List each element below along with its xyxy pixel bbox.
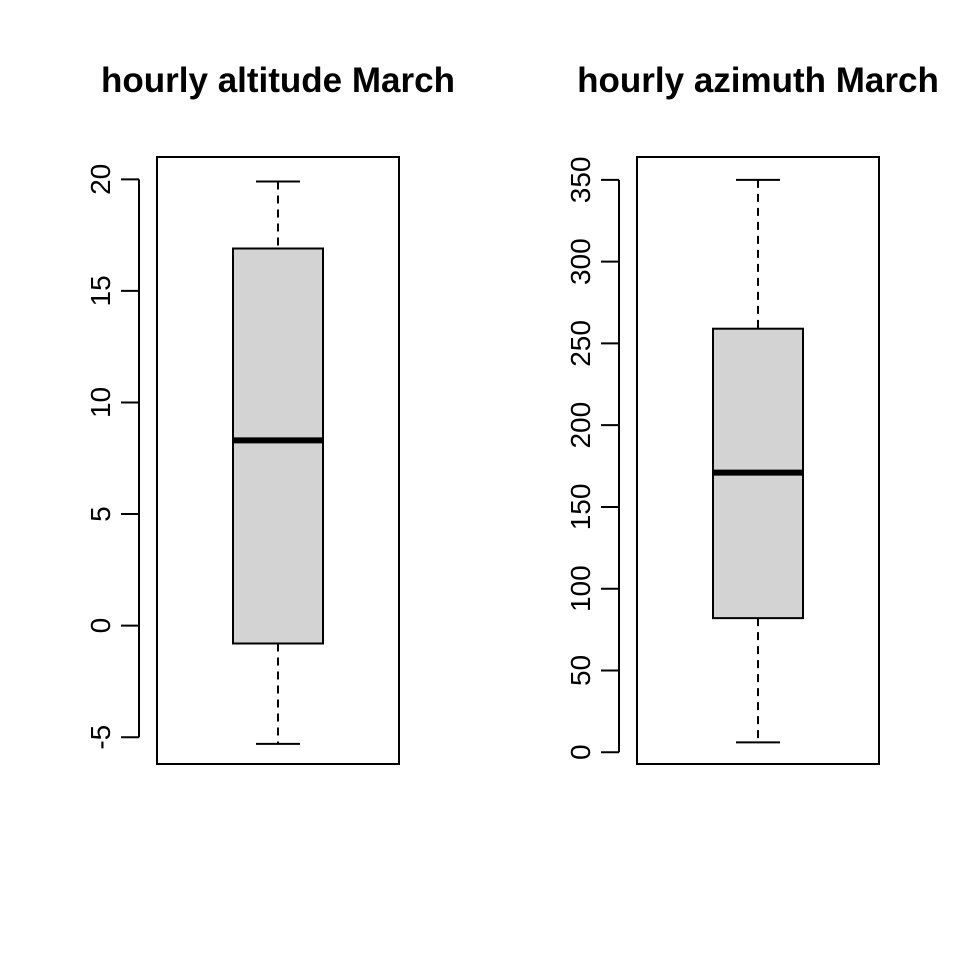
boxplot-azimuth: [712, 178, 804, 744]
iqr-box: [232, 247, 324, 645]
y-tick-label: 100: [565, 565, 596, 612]
chart-title-azimuth: hourly azimuth March: [577, 61, 939, 100]
y-tick-label: 10: [85, 387, 116, 418]
y-tick-label: 300: [565, 238, 596, 285]
plot-frame-azimuth: [636, 156, 880, 765]
plot-frame-altitude: [156, 156, 400, 765]
y-tick-label: 250: [565, 320, 596, 367]
y-tick-label: 50: [565, 655, 596, 686]
y-axis-azimuth: 0 50 100 150 200 250 300 350: [565, 157, 620, 760]
y-tick-label: 0: [85, 618, 116, 634]
y-tick-label: -5: [85, 725, 116, 750]
boxplot-altitude: [232, 180, 324, 745]
y-tick-label: 15: [85, 275, 116, 306]
y-tick-label: 350: [565, 157, 596, 204]
y-axis-altitude: -5 0 5 10 15 20: [85, 164, 140, 750]
panel-altitude: hourly altitude March -5 0 5 10 15 20: [85, 61, 455, 765]
y-tick-label: 5: [85, 506, 116, 522]
y-tick-label: 200: [565, 402, 596, 449]
y-tick-label: 150: [565, 484, 596, 531]
panel-azimuth: hourly azimuth March 0 50 100 150 200 250 300 3…: [565, 61, 939, 765]
y-tick-label: 20: [85, 164, 116, 195]
chart-title-altitude: hourly altitude March: [101, 61, 455, 100]
y-tick-label: 0: [565, 744, 596, 760]
